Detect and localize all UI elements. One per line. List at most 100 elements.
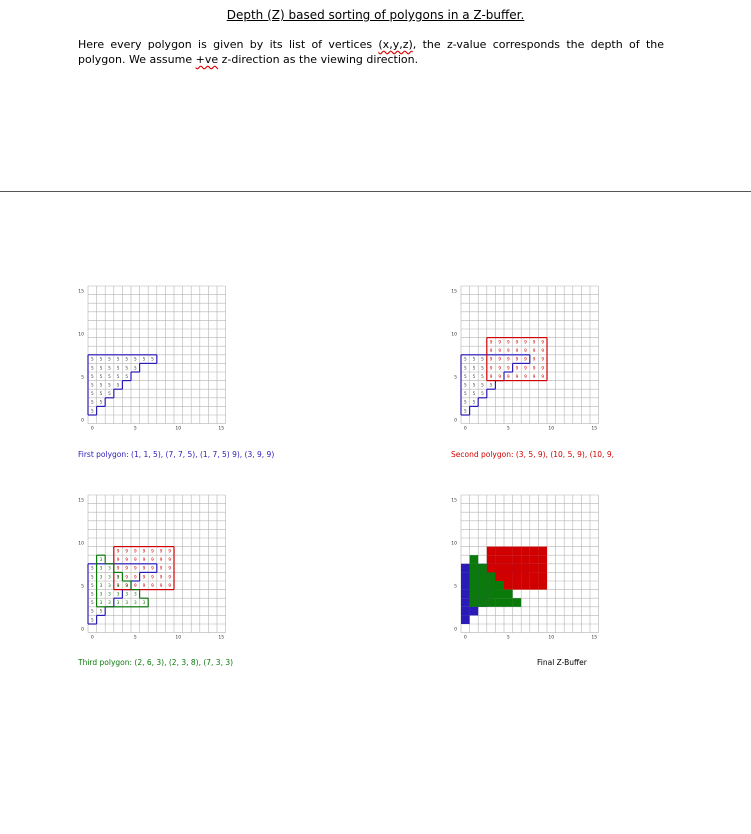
cell-depth-label: 9 [151, 583, 154, 588]
zbuffer-cell [529, 581, 539, 590]
zbuffer-cell [478, 598, 487, 607]
cell-depth-label: 3 [134, 592, 137, 597]
cell-depth-label: 5 [91, 617, 94, 622]
cell-depth-label: 9 [168, 549, 171, 554]
x-tick-label: 10 [175, 635, 181, 641]
cell-depth-label: 3 [100, 566, 103, 571]
cell-depth-label: 5 [125, 374, 128, 379]
cell-depth-label: 9 [507, 374, 510, 379]
zbuffer-cell [461, 615, 470, 624]
cell-depth-label: 5 [481, 357, 484, 362]
cell-depth-label: 5 [91, 408, 94, 413]
final-zbuffer-grid: 0 5 10 15 0 5 10 15 [445, 491, 605, 651]
cell-depth-label: 9 [134, 566, 137, 571]
y-tick-label: 5 [81, 374, 84, 380]
zbuffer-cell [486, 589, 496, 599]
zbuffer-cell [495, 572, 504, 581]
cell-depth-label: 5 [490, 383, 493, 388]
cell-depth-label: 9 [541, 357, 544, 362]
cell-depth-label: 9 [117, 557, 120, 562]
cell-depth-label: 5 [464, 357, 467, 362]
intro-ve: +ve [195, 53, 219, 66]
x-tick-label: 0 [464, 635, 467, 641]
cell-depth-label: 5 [481, 374, 484, 379]
x-tick-label: 15 [591, 635, 597, 641]
cell-depth-label: 9 [151, 566, 154, 571]
final-zbuffer-figure: 0 5 10 15 0 5 10 15 [451, 494, 599, 641]
zbuffer-cell [529, 572, 539, 581]
cell-depth-label: 9 [143, 557, 146, 562]
zbuffer-cell [504, 581, 513, 590]
x-tick-label: 5 [507, 635, 510, 641]
cell-depth-label: 9 [516, 348, 519, 353]
cell-depth-label: 9 [143, 566, 146, 571]
x-tick-label: 15 [218, 426, 224, 432]
zbuffer-cell [512, 546, 522, 556]
zbuffer-cell [461, 598, 470, 607]
cell-depth-label: 3 [117, 600, 120, 605]
zbuffer-cell [512, 572, 522, 581]
cell-depth-label: 5 [91, 383, 94, 388]
cell-depth-label: 5 [464, 391, 467, 396]
cell-depth-label: 9 [125, 583, 128, 588]
intro-text-1: Here every polygon is given by its list … [78, 38, 379, 51]
cell-depth-label: 5 [125, 357, 128, 362]
zbuffer-cell [538, 572, 547, 581]
zbuffer-cell [478, 563, 487, 573]
x-tick-label: 0 [464, 426, 467, 432]
cell-depth-label: 5 [464, 365, 467, 370]
cell-depth-label: 5 [134, 357, 137, 362]
cell-depth-label: 9 [533, 365, 536, 370]
cell-depth-label: 9 [168, 557, 171, 562]
y-tick-label: 10 [451, 331, 457, 337]
cell-depth-label: 3 [108, 566, 111, 571]
cell-depth-label: 9 [524, 340, 527, 345]
x-tick-label: 5 [507, 426, 510, 432]
cell-depth-label: 5 [100, 374, 103, 379]
cell-depth-label: 5 [91, 592, 94, 597]
zbuffer-cell [495, 563, 504, 573]
cell-depth-label: 5 [481, 365, 484, 370]
cell-depth-label: 5 [125, 365, 128, 370]
second-polygon-grid: 0 5 10 15 0 5 10 15 5 5 5 5 5 5 5 5 5 5 5 5 5 5 5 5 5 5 5 9 9 9 9 9 9 9 9 9… [445, 282, 605, 442]
second-polygon-outline [486, 336, 548, 382]
cell-depth-label: 5 [481, 391, 484, 396]
cell-depth-label: 9 [541, 374, 544, 379]
cell-depth-label: 9 [498, 357, 501, 362]
zbuffer-cell [469, 563, 479, 573]
first-polygon-grid: 0 5 10 15 0 5 10 15 5 5 5 5 5 5 5 5 5 5 5 5 5 5 5 5 5 5 5 5 5 5 5 5 5 5 5 5… [72, 282, 232, 442]
cell-depth-label: 9 [168, 583, 171, 588]
cell-depth-label: 3 [117, 574, 120, 579]
cell-depth-label: 5 [108, 374, 111, 379]
y-tick-label: 15 [451, 497, 457, 503]
zbuffer-cell [469, 555, 479, 564]
zbuffer-cell [486, 555, 496, 564]
first-polygon-outline [460, 354, 531, 416]
cell-depth-label: 9 [516, 374, 519, 379]
first-polygon-outline [87, 354, 158, 416]
cell-depth-label: 5 [91, 374, 94, 379]
cell-depth-label: 5 [91, 365, 94, 370]
zbuffer-cell [504, 589, 513, 599]
zbuffer-cell [512, 581, 522, 590]
cell-depth-label: 9 [134, 557, 137, 562]
zbuffer-cell [504, 555, 513, 564]
cell-depth-label: 9 [516, 357, 519, 362]
cell-depth-label: 9 [134, 549, 137, 554]
zbuffer-cell [512, 563, 522, 573]
cell-depth-label: 3 [100, 592, 103, 597]
x-tick-label: 10 [548, 635, 554, 641]
cell-depth-label: 9 [524, 365, 527, 370]
cell-depth-label: 9 [516, 340, 519, 345]
cell-depth-label: 9 [541, 365, 544, 370]
zbuffer-cell [504, 563, 513, 573]
zbuffer-cell [504, 598, 513, 607]
cell-depth-label: 5 [464, 408, 467, 413]
zbuffer-cell [538, 555, 547, 564]
zbuffer-cell [521, 555, 530, 564]
zbuffer-cell [495, 598, 504, 607]
cell-depth-label: 9 [533, 340, 536, 345]
cell-depth-label: 5 [117, 374, 120, 379]
